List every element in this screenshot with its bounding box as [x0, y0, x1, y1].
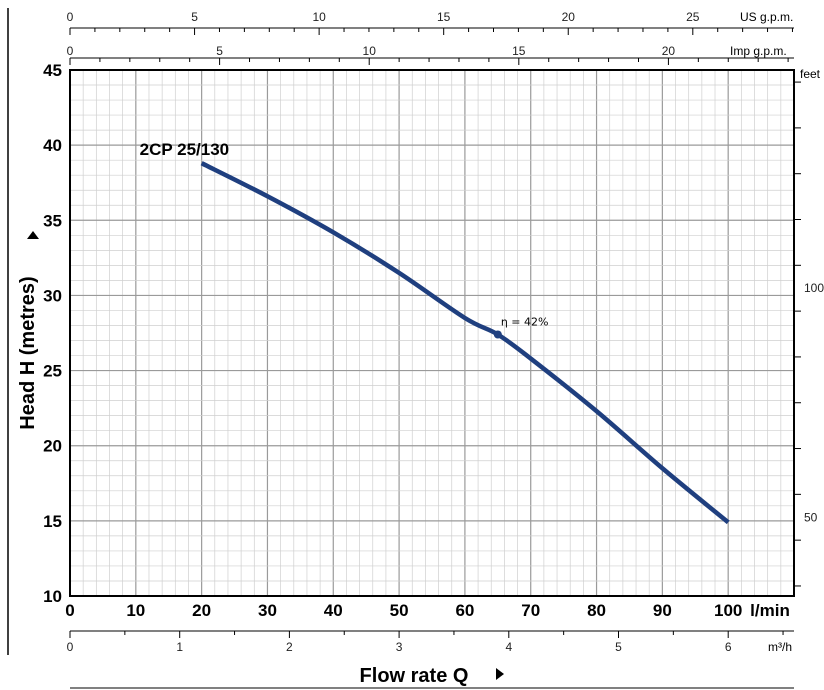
feet-label: feet — [800, 67, 821, 81]
x-tick-label: 80 — [587, 601, 606, 620]
us-gpm-axis: 0 5 10 15 20 25 — [67, 10, 794, 35]
x-tick-label: 0 — [65, 601, 74, 620]
m3h-tick-label: 1 — [176, 640, 183, 654]
y-tick-label: 40 — [43, 136, 62, 155]
us-gpm-label: US g.p.m. — [740, 10, 793, 24]
grid — [69, 69, 795, 597]
y-tick-labels: 10 15 20 25 30 35 40 45 — [43, 61, 62, 606]
us-gpm-tick-label: 0 — [67, 10, 74, 24]
us-gpm-tick-label: 25 — [686, 10, 700, 24]
us-gpm-tick-label: 5 — [191, 10, 198, 24]
feet-tick-label: 50 — [804, 510, 818, 524]
m3h-tick-label: 6 — [725, 640, 732, 654]
imp-gpm-tick-label: 0 — [67, 44, 74, 58]
x-tick-label: 40 — [324, 601, 343, 620]
us-gpm-tick-label: 10 — [312, 10, 326, 24]
m3h-label: m³/h — [768, 640, 792, 654]
x-unit-label: l/min — [750, 601, 790, 620]
us-gpm-tick-label: 15 — [437, 10, 451, 24]
y-axis-arrow-icon — [27, 231, 39, 239]
x-tick-label: 70 — [521, 601, 540, 620]
imp-gpm-tick-label: 5 — [216, 44, 223, 58]
x-axis-arrow-icon — [496, 668, 504, 680]
y-tick-label: 15 — [43, 512, 62, 531]
x-tick-label: 20 — [192, 601, 211, 620]
series-line — [200, 161, 730, 525]
m3h-axis: 0 1 2 3 4 5 6 — [67, 630, 794, 654]
x-tick-label: 50 — [390, 601, 409, 620]
m3h-tick-label: 2 — [286, 640, 293, 654]
imp-gpm-tick-label: 15 — [512, 44, 526, 58]
y-tick-label: 45 — [43, 61, 62, 80]
efficiency-point — [493, 330, 502, 339]
imp-gpm-axis: 0 5 10 15 20 — [67, 44, 794, 65]
m3h-tick-label: 0 — [67, 640, 74, 654]
m3h-tick-label: 5 — [615, 640, 622, 654]
y-tick-label: 25 — [43, 362, 62, 381]
feet-axis: 100 50 — [794, 81, 824, 587]
y-tick-label: 20 — [43, 437, 62, 456]
y-tick-label: 35 — [43, 211, 62, 230]
x-tick-label: 60 — [455, 601, 474, 620]
x-tick-labels: 0 10 20 30 40 50 60 70 80 90 100 — [65, 601, 742, 620]
imp-gpm-tick-label: 10 — [363, 44, 377, 58]
y-axis-title: Head H (metres) — [17, 276, 39, 429]
plot-frame — [69, 69, 795, 597]
us-gpm-tick-label: 20 — [562, 10, 576, 24]
x-tick-label: 100 — [714, 601, 742, 620]
x-tick-label: 10 — [126, 601, 145, 620]
efficiency-label: η = 42% — [501, 316, 549, 329]
imp-gpm-label: Imp g.p.m. — [730, 44, 787, 58]
imp-gpm-tick-label: 20 — [662, 44, 676, 58]
x-tick-label: 30 — [258, 601, 277, 620]
m3h-tick-label: 3 — [396, 640, 403, 654]
m3h-tick-label: 4 — [505, 640, 512, 654]
y-tick-label: 30 — [43, 286, 62, 305]
x-axis-title: Flow rate Q — [360, 665, 469, 687]
feet-tick-label: 100 — [804, 281, 824, 295]
series-label: 2CP 25/130 — [140, 140, 229, 159]
x-tick-label: 90 — [653, 601, 672, 620]
series-layer: 2CP 25/130 η = 42% — [140, 140, 730, 525]
y-tick-label: 10 — [43, 587, 62, 606]
